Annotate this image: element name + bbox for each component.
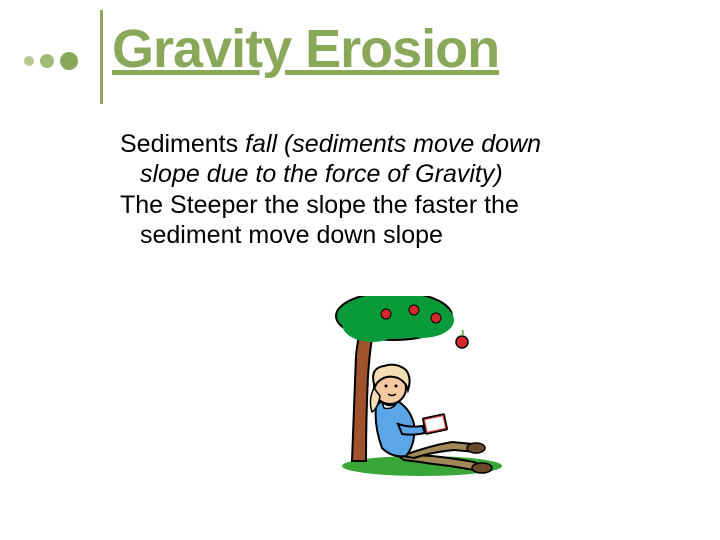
- body-line-2: slope due to the force of Gravity): [120, 160, 650, 190]
- title-separator-line: [100, 10, 103, 104]
- dot-large: [60, 52, 78, 70]
- slide: Gravity Erosion Sediments fall (sediment…: [0, 0, 720, 540]
- body-line-1: Sediments fall (sediments move down: [120, 130, 650, 160]
- body-line-1-italic: fall (sediments move down: [245, 130, 541, 158]
- title-bullet-dots: [24, 52, 78, 70]
- newton-under-tree-clipart: [332, 296, 512, 476]
- dot-small: [24, 56, 34, 66]
- body-line-1-prefix: Sediments: [120, 130, 245, 158]
- body-line-3: The Steeper the slope the faster the: [120, 191, 650, 221]
- body-text: Sediments fall (sediments move down slop…: [120, 130, 650, 250]
- body-line-4: sediment move down slope: [120, 221, 650, 251]
- slide-title: Gravity Erosion: [112, 18, 499, 80]
- dot-medium: [40, 54, 54, 68]
